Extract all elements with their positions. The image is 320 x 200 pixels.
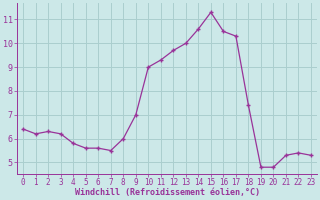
X-axis label: Windchill (Refroidissement éolien,°C): Windchill (Refroidissement éolien,°C): [75, 188, 260, 197]
